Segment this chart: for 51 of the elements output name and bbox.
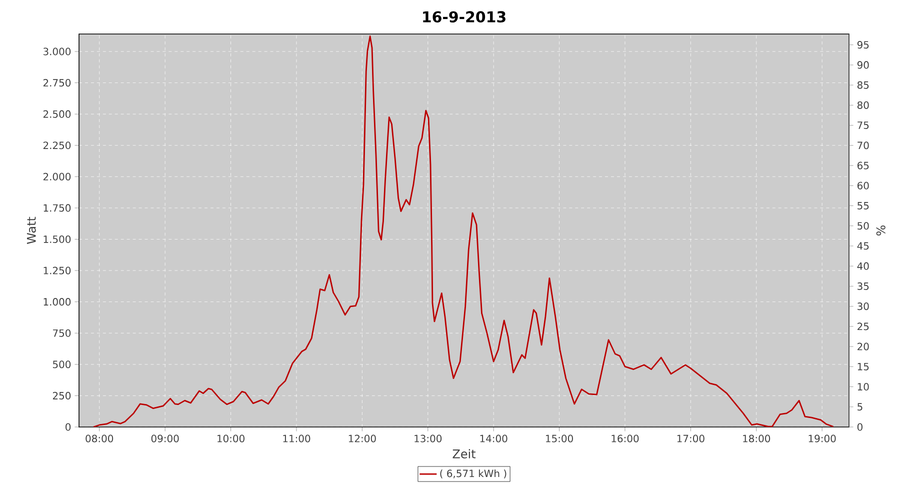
x-tick-label: 12:00	[348, 434, 376, 442]
y2-tick-label: 90	[857, 61, 869, 69]
y2-tick-label: 25	[858, 322, 869, 330]
x-tick-label: 14:00	[480, 434, 508, 442]
y2-tick-label: 5	[858, 403, 862, 411]
y-tick-label: 2.250	[43, 142, 71, 150]
y2-tick-label: 55	[858, 202, 869, 210]
x-axis-title: Zeit	[452, 449, 476, 458]
x-tick-label: 08:00	[86, 434, 114, 442]
x-tick-label: 15:00	[546, 434, 573, 442]
y-tick-label: 2.000	[43, 172, 71, 180]
y2-tick-label: 65	[857, 162, 869, 170]
y2-tick-label: 15	[858, 362, 869, 370]
y-tick-label: 750	[53, 329, 71, 337]
x-tick-label: 13:00	[414, 434, 442, 442]
y2-tick-label: 20	[858, 342, 869, 350]
y2-tick-label: 35	[858, 282, 869, 290]
y2-tick-label: 70	[858, 142, 869, 150]
y-tick-label: 1.000	[44, 298, 71, 306]
y-tick-label: 2.750	[43, 79, 71, 87]
y2-axis-title: %	[876, 225, 886, 236]
line-series	[92, 36, 834, 427]
x-tick-label: 11:00	[283, 434, 310, 442]
x-tick-label: 19:00	[808, 434, 836, 442]
y2-tick-label: 50	[858, 222, 869, 230]
y-tick-label: 1.750	[44, 204, 71, 212]
y-axis-title: Watt	[26, 216, 36, 244]
y2-tick-label: 75	[858, 122, 869, 129]
y2-tick-label: 45	[857, 242, 869, 250]
y2-tick-label: 40	[857, 262, 869, 270]
chart-title: 16-9-2013	[423, 11, 506, 22]
y-tick-label: 3.000	[43, 48, 71, 56]
y-tick-label: 1.500	[44, 235, 71, 244]
y-tick-label: 0	[66, 423, 71, 431]
y2-tick-label: 30	[858, 302, 869, 310]
x-tick-label: 18:00	[743, 434, 770, 442]
x-tick-label: 10:00	[218, 434, 244, 442]
x-tick-label: 16:00	[612, 434, 639, 442]
y-tick-label: 500	[52, 360, 71, 368]
legend-label: ( 6,571 kWh )	[440, 469, 506, 478]
y2-tick-label: 60	[857, 182, 869, 190]
y2-tick-label: 10	[858, 382, 869, 391]
y2-tick-label: 95	[857, 41, 869, 49]
y-tick-label: 2.500	[43, 110, 71, 118]
y2-tick-label: 0	[857, 423, 862, 431]
y-tick-label: 250	[52, 392, 71, 400]
y2-tick-label: 80	[857, 101, 869, 109]
y-tick-label: 1.250	[44, 266, 71, 274]
y2-tick-label: 85	[857, 81, 869, 89]
x-tick-label: 09:00	[151, 434, 179, 442]
x-tick-label: 17:00	[677, 434, 704, 442]
